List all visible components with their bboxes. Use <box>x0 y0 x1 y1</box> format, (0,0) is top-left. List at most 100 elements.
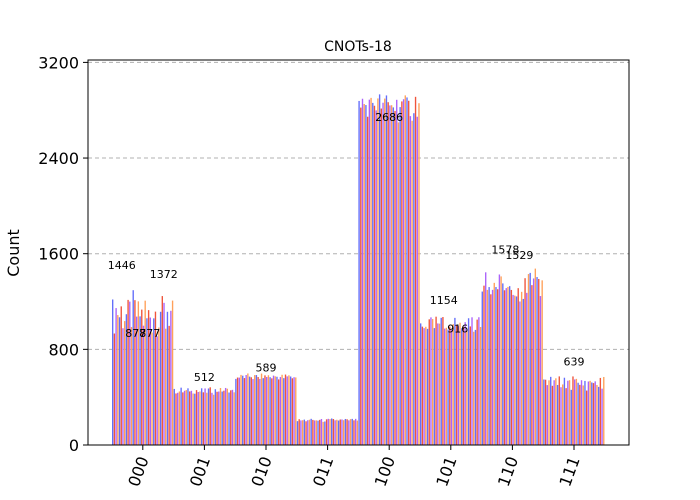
x-tick-label: 111 <box>555 454 583 489</box>
bar <box>272 375 275 445</box>
bar <box>574 379 576 445</box>
bar <box>431 319 434 445</box>
x-axis: 000 001 010 011 100 101 110 111 <box>124 445 584 489</box>
bar <box>486 289 489 445</box>
bar <box>252 379 254 445</box>
bar-value-label: 1446 <box>108 259 136 272</box>
bar <box>255 375 258 445</box>
x-tick-label: 110 <box>494 454 522 489</box>
bar <box>212 394 215 445</box>
bar <box>394 110 396 446</box>
bar <box>560 387 562 445</box>
bar <box>348 420 350 445</box>
bar <box>226 388 229 445</box>
bar-value-label: 1529 <box>505 249 533 262</box>
y-tick-label: 3200 <box>38 53 79 72</box>
bar <box>485 272 487 445</box>
bar <box>163 302 165 445</box>
bar <box>510 289 513 445</box>
bar <box>517 288 519 445</box>
bar <box>120 306 122 445</box>
bar <box>579 384 581 445</box>
bar <box>587 381 590 445</box>
bar <box>327 418 329 445</box>
bar <box>343 420 345 445</box>
bar <box>591 382 593 445</box>
bar <box>274 376 276 445</box>
bar <box>570 389 572 445</box>
bar <box>433 328 436 445</box>
bar <box>497 289 499 445</box>
bar <box>594 381 596 445</box>
bar <box>247 373 249 445</box>
bar <box>428 319 430 445</box>
bar <box>387 102 389 445</box>
bar <box>568 380 571 445</box>
bar <box>413 113 415 446</box>
bar <box>248 376 251 445</box>
bar <box>515 296 518 445</box>
bar <box>529 272 531 445</box>
bar <box>351 418 353 445</box>
bar <box>238 377 240 445</box>
bar <box>286 376 288 445</box>
bar <box>565 388 567 445</box>
bar <box>307 420 309 445</box>
bar <box>310 418 312 445</box>
bar <box>178 391 181 445</box>
bar <box>466 330 468 445</box>
y-tick-label: 800 <box>48 340 79 359</box>
bar <box>601 388 603 445</box>
bar <box>476 319 478 445</box>
bar <box>584 380 586 445</box>
bar <box>204 388 206 445</box>
bar <box>305 421 307 445</box>
bar <box>135 316 138 445</box>
bar <box>421 326 424 445</box>
bar <box>113 333 116 445</box>
bar <box>182 392 184 445</box>
bar <box>353 420 355 445</box>
bar <box>562 384 564 445</box>
bar <box>300 420 302 445</box>
bar <box>156 336 158 445</box>
bar <box>361 98 364 446</box>
bar <box>378 94 381 446</box>
bar <box>416 116 418 445</box>
bar <box>180 387 182 445</box>
bar <box>199 391 201 445</box>
bar <box>443 328 446 445</box>
bar <box>375 110 377 445</box>
bar <box>250 377 252 445</box>
bar <box>161 296 163 445</box>
bar <box>279 377 282 445</box>
bar <box>177 392 179 445</box>
bar <box>409 116 412 445</box>
bar <box>329 419 331 445</box>
bar <box>146 318 148 445</box>
bar <box>288 375 290 445</box>
bar <box>423 328 425 445</box>
bar <box>293 377 295 445</box>
bar <box>243 378 246 445</box>
bar <box>396 99 398 445</box>
bar <box>555 378 557 445</box>
bar <box>228 392 230 445</box>
bar <box>438 323 441 445</box>
bar <box>505 288 507 445</box>
bar <box>166 311 169 445</box>
bar <box>141 309 143 445</box>
bar <box>563 377 566 445</box>
x-tick-label: 001 <box>186 454 214 489</box>
bar <box>235 378 237 445</box>
bar <box>520 291 523 445</box>
bar <box>283 378 285 445</box>
bar <box>303 419 306 445</box>
bar <box>572 376 574 445</box>
bar <box>331 418 333 445</box>
bar <box>139 316 141 445</box>
bar-value-label: 1372 <box>150 268 178 281</box>
bar <box>170 310 172 445</box>
bar <box>508 286 511 445</box>
